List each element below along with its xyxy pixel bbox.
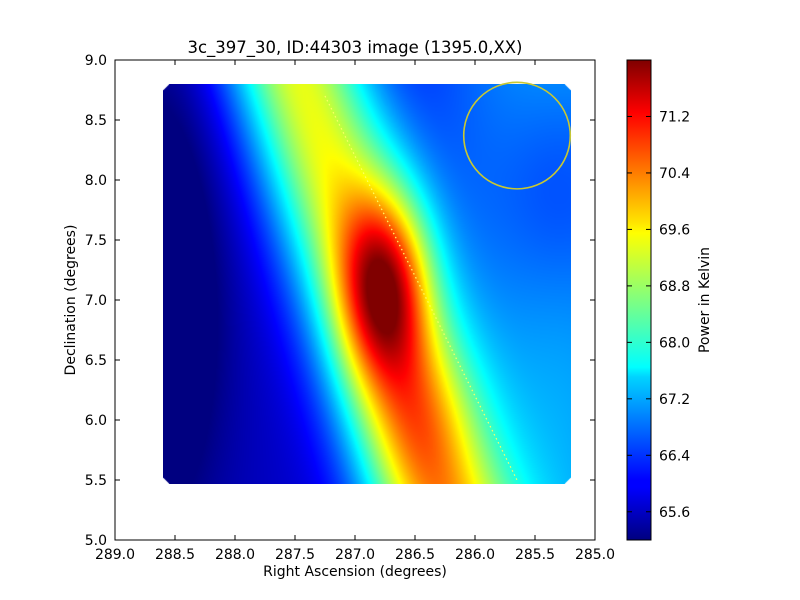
y-tick-label: 8.5: [85, 113, 107, 129]
y-tick-label: 7.5: [85, 233, 107, 249]
colorbar-tick-label: 68.0: [659, 335, 690, 351]
y-tick-label: 6.0: [85, 413, 107, 429]
colorbar-tick-label: 71.2: [659, 109, 690, 125]
y-axis: 9.0 8.5 8.0 7.5 7.0 6.5 6.0 5.5 5.0: [85, 53, 595, 549]
x-tick-label: 285.0: [575, 547, 615, 563]
colorbar-ticks: 71.2 70.4 69.6 68.8 68.0 67.2 66.4 65.6: [627, 109, 690, 521]
heatmap-image: [163, 84, 571, 484]
colorbar-tick-label: 70.4: [659, 166, 690, 182]
colorbar-tick-label: 65.6: [659, 505, 690, 521]
chart-title: 3c_397_30, ID:44303 image (1395.0,XX): [187, 38, 522, 58]
y-tick-label: 5.0: [85, 533, 107, 549]
colorbar-tick-label: 67.2: [659, 392, 690, 408]
colorbar-label: Power in Kelvin: [697, 247, 713, 353]
beam-circle: [462, 81, 572, 190]
x-tick-label: 287.5: [275, 547, 315, 563]
x-tick-label: 288.0: [215, 547, 255, 563]
colorbar-tick-label: 69.6: [659, 222, 690, 238]
colorbar: [626, 59, 652, 541]
x-tick-label: 289.0: [95, 547, 135, 563]
x-tick-label: 288.5: [155, 547, 195, 563]
y-tick-label: 5.5: [85, 473, 107, 489]
y-axis-label: Declination (degrees): [63, 225, 79, 376]
x-tick-label: 286.5: [395, 547, 435, 563]
x-tick-label: 287.0: [335, 547, 375, 563]
y-tick-label: 9.0: [85, 53, 107, 69]
x-tick-label: 285.5: [515, 547, 555, 563]
x-tick-label: 286.0: [455, 547, 495, 563]
colorbar-tick-label: 68.8: [659, 279, 690, 295]
y-tick-label: 6.5: [85, 353, 107, 369]
x-axis: 289.0 288.5 288.0 287.5 287.0 286.5 286.0 285.5…: [95, 60, 615, 563]
y-tick-label: 8.0: [85, 173, 107, 189]
y-tick-label: 7.0: [85, 293, 107, 309]
x-axis-label: Right Ascension (degrees): [263, 564, 447, 580]
colorbar-tick-label: 66.4: [659, 448, 690, 464]
